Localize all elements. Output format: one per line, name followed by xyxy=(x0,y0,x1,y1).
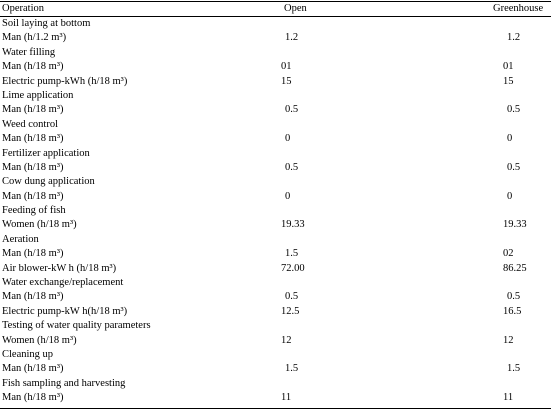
table-row: Man (h/18 m³) 01 01 xyxy=(0,60,551,74)
section-label: Cow dung application xyxy=(2,176,95,188)
table-row: Women (h/18 m³) 19.33 19.33 xyxy=(0,218,551,232)
row-label: Man (h/18 m³) xyxy=(2,61,64,73)
table-row: Man (h/18 m³) 1.5 1.5 xyxy=(0,362,551,376)
open-value: 12.5 xyxy=(281,305,300,317)
section-row: Feeding of fish xyxy=(0,204,551,218)
greenhouse-value: 0.5 xyxy=(507,104,521,116)
open-value: 0.5 xyxy=(285,104,299,116)
section-row: Fertilizer application xyxy=(0,147,551,161)
row-label: Man (h/18 m³) xyxy=(2,161,64,173)
open-value: 1.5 xyxy=(285,248,299,260)
greenhouse-value: 19.33 xyxy=(503,219,527,231)
section-label: Aeration xyxy=(2,233,39,245)
table-row: Man (h/18 m³) 0 0 xyxy=(0,132,551,146)
section-label: Soil laying at bottom xyxy=(2,18,91,29)
section-row: Fish sampling and harvesting xyxy=(0,377,551,391)
row-label: Man (h/18 m³) xyxy=(2,248,64,260)
table-row: Air blower-kW h (h/18 m³) 72.00 86.25 xyxy=(0,262,551,276)
open-value: 1.5 xyxy=(285,363,299,375)
open-value: 0 xyxy=(285,133,291,145)
greenhouse-value: 1.5 xyxy=(507,363,521,375)
table-body: Soil laying at bottom Man (h/1.2 m³) 1.2 1.… xyxy=(0,17,551,406)
table-row: Man (h/1.2 m³) 1.2 1.2 xyxy=(0,31,551,45)
section-label: Water filling xyxy=(2,46,56,58)
section-label: Feeding of fish xyxy=(2,205,66,217)
header-greenhouse: Greenhouse xyxy=(493,3,544,14)
table-row: Man (h/18 m³) 0.5 0.5 xyxy=(0,161,551,175)
greenhouse-value: 0.5 xyxy=(507,161,521,173)
open-value: 0 xyxy=(285,190,291,202)
open-value: 01 xyxy=(281,61,292,73)
section-row: Water exchange/replacement xyxy=(0,276,551,290)
section-row: Weed control xyxy=(0,118,551,132)
section-label: Fish sampling and harvesting xyxy=(2,377,126,389)
table-header-row: Operation Open Greenhouse xyxy=(0,2,551,16)
table-row: Man (h/18 m³) 0 0 xyxy=(0,190,551,204)
section-label: Testing of water quality parameters xyxy=(2,320,151,332)
row-label: Man (h/18 m³) xyxy=(2,190,64,202)
section-label: Cleaning up xyxy=(2,348,54,360)
open-value: 0.5 xyxy=(285,161,299,173)
greenhouse-value: 0 xyxy=(507,190,513,202)
open-value: 72.00 xyxy=(281,262,305,274)
greenhouse-value: 1.2 xyxy=(507,32,521,44)
open-value: 1.2 xyxy=(285,32,299,44)
open-value: 12 xyxy=(281,334,292,346)
open-value: 19.33 xyxy=(281,219,305,231)
row-label: Man (h/18 m³) xyxy=(2,363,64,375)
greenhouse-value: 86.25 xyxy=(503,262,527,274)
greenhouse-value: 0.5 xyxy=(507,291,521,303)
table-row: Man (h/18 m³) 11 11 xyxy=(0,391,551,405)
section-row: Aeration xyxy=(0,233,551,247)
greenhouse-value: 11 xyxy=(503,392,514,404)
header-operation: Operation xyxy=(2,3,44,14)
section-row: Water filling xyxy=(0,46,551,60)
row-label: Man (h/18 m³) xyxy=(2,291,64,303)
table-row: Electric pump-kW h(h/18 m³) 12.5 16.5 xyxy=(0,305,551,319)
table-row: Electric pump-kWh (h/18 m³) 15 15 xyxy=(0,75,551,89)
open-value: 11 xyxy=(281,392,292,404)
section-row: Testing of water quality parameters xyxy=(0,319,551,333)
row-label: Electric pump-kWh (h/18 m³) xyxy=(2,75,128,87)
table-header-rule xyxy=(0,16,551,17)
section-row: Cleaning up xyxy=(0,348,551,362)
greenhouse-value: 12 xyxy=(503,334,514,346)
table-row: Women (h/18 m³) 12 12 xyxy=(0,334,551,348)
row-label: Women (h/18 m³) xyxy=(2,334,77,346)
table-top-rule xyxy=(0,1,551,2)
row-label: Air blower-kW h (h/18 m³) xyxy=(2,262,117,274)
greenhouse-value: 02 xyxy=(503,248,514,260)
greenhouse-value: 01 xyxy=(503,61,514,73)
row-label: Man (h/18 m³) xyxy=(2,104,64,116)
row-label: Women (h/18 m³) xyxy=(2,219,77,231)
open-value: 15 xyxy=(281,75,292,87)
table-row: Man (h/18 m³) 0.5 0.5 xyxy=(0,290,551,304)
section-row: Cow dung application xyxy=(0,175,551,189)
section-label: Fertilizer application xyxy=(2,147,90,159)
row-label: Man (h/18 m³) xyxy=(2,392,64,404)
table-row: Man (h/18 m³) 0.5 0.5 xyxy=(0,103,551,117)
section-label: Lime application xyxy=(2,89,74,101)
header-open: Open xyxy=(284,3,307,14)
section-row: Lime application xyxy=(0,89,551,103)
section-row: Soil laying at bottom xyxy=(0,17,551,31)
row-label: Man (h/1.2 m³) xyxy=(2,32,67,44)
table-row: Man (h/18 m³) 1.5 02 xyxy=(0,247,551,261)
section-label: Weed control xyxy=(2,118,59,130)
greenhouse-value: 15 xyxy=(503,75,514,87)
row-label: Electric pump-kW h(h/18 m³) xyxy=(2,305,128,317)
row-label: Man (h/18 m³) xyxy=(2,133,64,145)
open-value: 0.5 xyxy=(285,291,299,303)
section-label: Water exchange/replacement xyxy=(2,277,124,289)
greenhouse-value: 16.5 xyxy=(503,305,522,317)
greenhouse-value: 0 xyxy=(507,133,513,145)
